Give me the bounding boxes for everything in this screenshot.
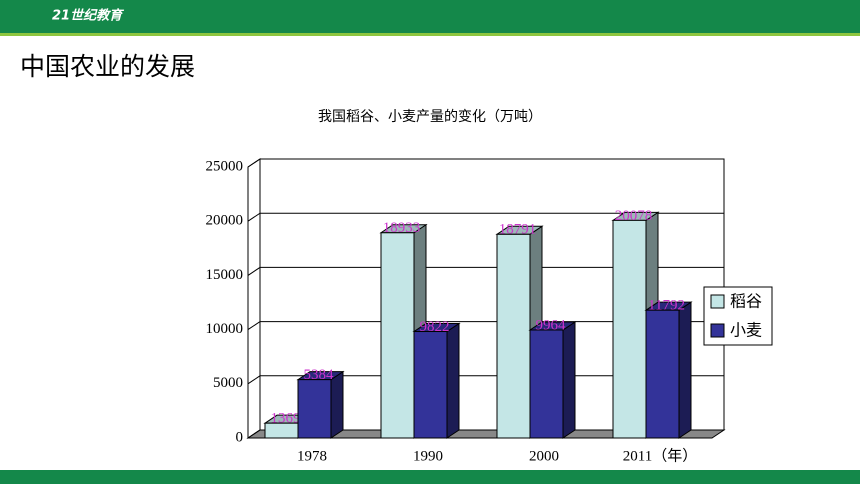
value-label: 18791 bbox=[499, 222, 537, 238]
top-bar bbox=[0, 0, 860, 33]
top-stripe bbox=[0, 33, 860, 36]
chart: 0 5000 10000 15000 20000 25000 1978 1369 5384 199… bbox=[206, 158, 773, 464]
bar bbox=[380, 232, 415, 439]
grid-line bbox=[247, 158, 724, 168]
bar bbox=[645, 309, 680, 439]
bar bbox=[413, 331, 448, 439]
y-tick-label: 15000 bbox=[206, 267, 244, 283]
x-tick-label: 1978 bbox=[297, 448, 327, 464]
bar-side bbox=[446, 322, 460, 439]
y-tick-label: 0 bbox=[236, 429, 244, 445]
value-label: 20078 bbox=[615, 208, 653, 224]
value-label: 9822 bbox=[420, 319, 450, 335]
bar bbox=[612, 219, 647, 439]
side-wall bbox=[247, 158, 261, 439]
legend-label: 小麦 bbox=[730, 321, 762, 340]
y-tick-label: 20000 bbox=[206, 213, 244, 229]
chart-title: 我国稻谷、小麦产量的变化（万吨） bbox=[318, 109, 542, 125]
x-tick-label: 2011（年） bbox=[623, 447, 697, 464]
legend-swatch bbox=[710, 323, 725, 338]
slide-title: 中国农业的发展 bbox=[20, 52, 195, 81]
legend-label: 稻谷 bbox=[730, 292, 762, 311]
logo: 21世纪教育 bbox=[52, 8, 124, 24]
grid-line bbox=[247, 266, 724, 276]
grid-line bbox=[247, 212, 724, 222]
value-label: 1369 bbox=[271, 411, 301, 427]
y-tick-label: 25000 bbox=[206, 158, 244, 174]
x-tick-label: 2000 bbox=[529, 448, 559, 464]
y-tick-label: 5000 bbox=[213, 375, 243, 391]
bar bbox=[297, 379, 332, 439]
value-label: 5384 bbox=[304, 367, 335, 383]
y-tick-label: 10000 bbox=[206, 321, 244, 337]
bar-side bbox=[562, 321, 576, 439]
bottom-bar bbox=[0, 470, 860, 484]
value-label: 11792 bbox=[648, 298, 685, 314]
bar bbox=[529, 329, 564, 439]
value-label: 18933 bbox=[383, 220, 421, 236]
legend-swatch bbox=[710, 294, 725, 309]
x-tick-label: 1990 bbox=[413, 448, 443, 464]
bar bbox=[496, 233, 531, 439]
bar-side bbox=[678, 301, 692, 439]
value-label: 9964 bbox=[536, 317, 567, 333]
